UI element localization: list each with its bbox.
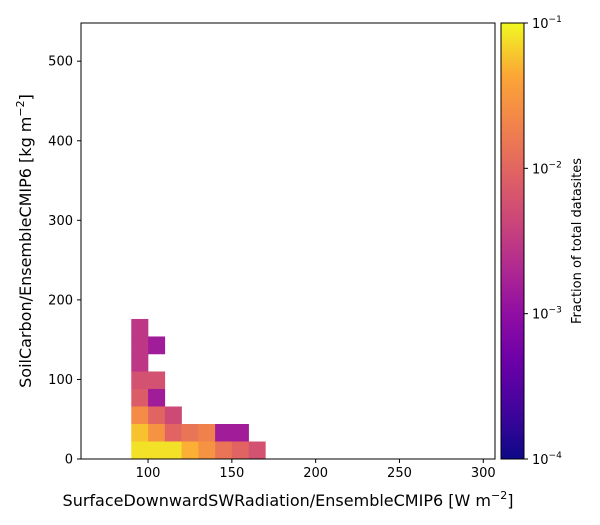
heatmap-cell <box>131 318 149 337</box>
y-tick-label: 200 <box>48 293 73 308</box>
x-tick-label: 200 <box>303 466 328 481</box>
x-tick-label: 150 <box>219 466 244 481</box>
heatmap-cell <box>198 423 216 442</box>
y-tick-label: 500 <box>48 55 73 70</box>
heatmap-cell <box>198 441 216 460</box>
colorbar-label: Fraction of total datasites <box>570 158 585 324</box>
heatmap-cell <box>148 441 166 460</box>
heatmap-cell <box>215 423 233 442</box>
heatmap-cell <box>164 423 182 442</box>
heatmap-cell <box>215 441 233 460</box>
heatmap-cell <box>131 336 149 355</box>
heatmap-cell <box>231 441 249 460</box>
heatmap-cell <box>164 406 182 425</box>
heatmap-cell <box>231 423 249 442</box>
colorbar-tick-label: 10−4 <box>532 451 562 468</box>
x-axis-label: SurfaceDownwardSWRadiation/EnsembleCMIP6… <box>63 489 514 510</box>
heatmap-cell <box>131 406 149 425</box>
y-tick-label: 400 <box>48 134 73 149</box>
colorbar-tick-label: 10−1 <box>532 15 562 32</box>
heatmap-cell <box>181 441 199 460</box>
heatmap-cells <box>131 318 266 460</box>
heatmap-cell <box>131 388 149 407</box>
plot-frame <box>80 22 496 460</box>
y-tick-label: 100 <box>48 373 73 388</box>
x-axis-ticks: 100 150 200 250 300 <box>136 459 496 481</box>
heatmap-cell <box>131 371 149 390</box>
y-tick-label: 300 <box>48 214 73 229</box>
x-tick-label: 100 <box>136 466 161 481</box>
colorbar-ticks: 10−1 10−2 10−3 10−4 <box>524 15 562 468</box>
y-axis-ticks: 0 100 200 300 400 500 <box>48 55 81 468</box>
y-tick-label: 0 <box>65 453 73 468</box>
colorbar-tick-label: 10−3 <box>532 306 562 323</box>
x-tick-label: 250 <box>387 466 412 481</box>
colorbar-tick-label: 10−2 <box>532 160 562 177</box>
heatmap-cell <box>248 441 266 460</box>
heatmap-cell <box>164 441 182 460</box>
y-axis-label: SoilCarbon/EnsembleCMIP6 [kg m−2] <box>14 94 35 388</box>
colorbar <box>500 22 525 460</box>
heatmap-cell <box>148 406 166 425</box>
heatmap-cell <box>131 441 149 460</box>
heatmap-cell <box>148 423 166 442</box>
heatmap-cell <box>148 336 166 355</box>
x-tick-label: 300 <box>471 466 496 481</box>
heatmap-cell <box>131 353 149 372</box>
heatmap-cell <box>148 371 166 390</box>
heatmap-cell <box>181 423 199 442</box>
heatmap-cell <box>148 388 166 407</box>
heatmap-cell <box>131 423 149 442</box>
